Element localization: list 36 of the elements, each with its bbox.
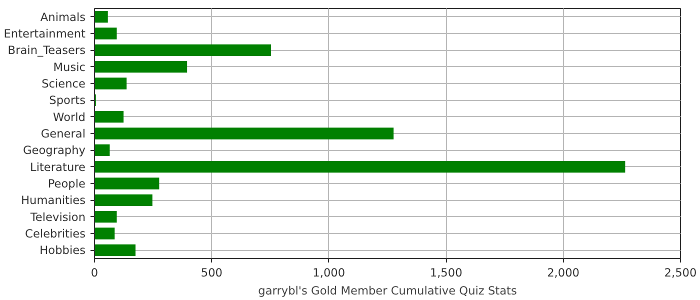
bar	[94, 128, 394, 140]
y-tick-label: Entertainment	[4, 26, 86, 40]
bar	[94, 161, 626, 173]
y-tick-label: World	[53, 110, 86, 124]
y-tick-label: Literature	[30, 160, 86, 174]
y-tick-label: Television	[29, 210, 86, 224]
bar	[94, 244, 136, 256]
bar	[94, 211, 117, 223]
bar	[94, 144, 110, 156]
y-tick-label: Science	[42, 76, 86, 90]
y-tick-label: Sports	[49, 93, 86, 108]
bar	[94, 194, 152, 206]
y-tick-label: Brain_Teasers	[8, 43, 86, 58]
bar	[94, 78, 127, 90]
x-tick-label: 2,500	[664, 266, 697, 280]
y-tick-label: Music	[53, 60, 86, 74]
y-tick-label: General	[40, 126, 86, 140]
y-tick-label: People	[48, 176, 86, 190]
x-tick-label: 1,500	[430, 266, 462, 280]
y-tick-label: Celebrities	[25, 226, 86, 240]
x-tick-label: 500	[200, 266, 223, 280]
x-tick-label: 2,000	[547, 266, 580, 280]
y-tick-label: Hobbies	[40, 243, 86, 258]
bar	[94, 61, 188, 73]
bar	[94, 228, 115, 240]
y-tick-label: Animals	[40, 10, 86, 24]
y-tick-label: Geography	[22, 143, 86, 158]
bar	[94, 111, 124, 123]
x-axis-title: garrybl's Gold Member Cumulative Quiz Stats	[258, 284, 517, 298]
bar	[94, 178, 160, 190]
bar	[94, 28, 117, 40]
bar	[94, 11, 108, 23]
y-tick-label: Humanities	[21, 193, 86, 208]
x-tick-label: 0	[90, 266, 98, 280]
bar	[94, 44, 272, 56]
x-tick-label: 1,000	[312, 266, 346, 280]
